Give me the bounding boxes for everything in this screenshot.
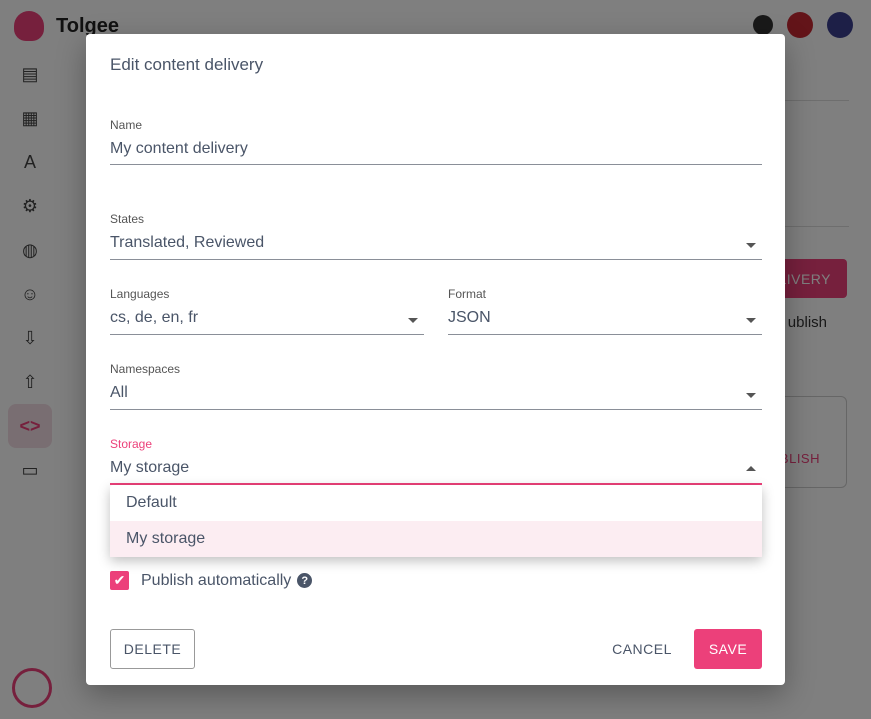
storage-value: My storage — [110, 459, 190, 476]
delete-button[interactable]: DELETE — [110, 629, 195, 669]
storage-option-default[interactable]: Default — [126, 494, 177, 511]
dropdown-arrow-icon — [746, 393, 756, 398]
storage-dropdown-menu: Default My storage — [110, 485, 762, 557]
name-input[interactable]: My content delivery — [110, 140, 248, 157]
storage-select[interactable]: Storage My storage — [110, 437, 762, 485]
save-button[interactable]: SAVE — [694, 629, 762, 669]
dropdown-arrow-icon — [408, 318, 418, 323]
languages-value: cs, de, en, fr — [110, 309, 199, 326]
help-icon[interactable]: ? — [297, 573, 313, 588]
edit-content-delivery-dialog: Edit content delivery Name My content de… — [86, 34, 785, 685]
states-select[interactable]: States Translated, Reviewed — [110, 212, 762, 260]
languages-select[interactable]: Languages cs, de, en, fr — [110, 287, 424, 335]
dropdown-arrow-icon — [746, 243, 756, 248]
namespaces-select[interactable]: Namespaces All — [110, 362, 762, 410]
dropdown-arrow-icon — [746, 318, 756, 323]
dropdown-arrow-up-icon — [746, 466, 756, 471]
publish-automatically-checkbox[interactable]: ✔ Publish automatically ? — [110, 571, 313, 590]
name-field[interactable]: Name My content delivery — [110, 118, 762, 165]
format-value: JSON — [448, 309, 491, 326]
states-label: States — [110, 212, 145, 226]
storage-option-my-storage[interactable]: My storage — [110, 521, 762, 557]
checkbox-checked-icon[interactable]: ✔ — [110, 571, 129, 590]
languages-label: Languages — [110, 287, 170, 301]
storage-label: Storage — [110, 437, 153, 451]
format-label: Format — [448, 287, 487, 301]
states-value: Translated, Reviewed — [110, 234, 265, 251]
namespaces-value: All — [110, 384, 128, 401]
publish-automatically-label: Publish automatically — [141, 571, 292, 589]
dialog-title: Edit content delivery — [110, 55, 264, 74]
namespaces-label: Namespaces — [110, 362, 181, 376]
name-label: Name — [110, 118, 143, 132]
format-select[interactable]: Format JSON — [448, 287, 762, 335]
cancel-button[interactable]: CANCEL — [612, 641, 672, 657]
